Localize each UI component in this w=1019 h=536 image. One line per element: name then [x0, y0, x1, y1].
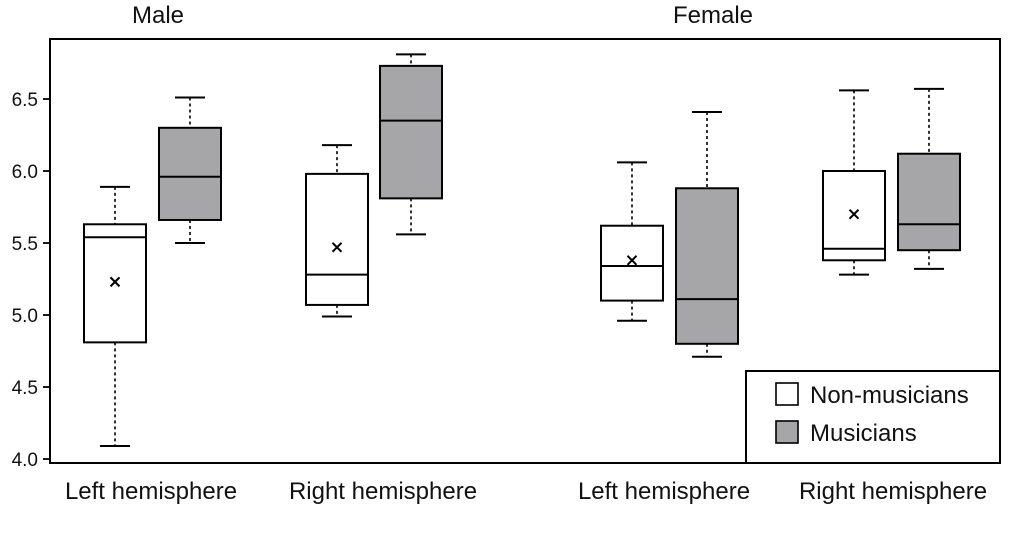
- iqr-box: [83, 223, 147, 344]
- category-label: Right hemisphere: [289, 478, 477, 505]
- y-tick-label: 4.0: [12, 450, 38, 471]
- panel-title-female: Female: [673, 2, 753, 29]
- y-tick-label: 6.0: [12, 162, 38, 183]
- box-female-right-hemisphere-non-musicians: [822, 89, 886, 276]
- x-axis-category-labels: Left hemisphere Right hemisphere Left hemi…: [65, 478, 987, 505]
- category-label: Left hemisphere: [65, 478, 237, 505]
- mean-marker: [109, 276, 121, 288]
- box-female-right-hemisphere-musicians: [897, 87, 961, 270]
- iqr-box: [379, 64, 443, 200]
- box-male-left-hemisphere-musicians: [158, 96, 222, 244]
- mean-marker: [331, 242, 343, 253]
- legend-swatch-musicians: [775, 420, 799, 444]
- box-female-left-hemisphere-non-musicians: [600, 161, 664, 322]
- mean-marker: [848, 208, 860, 220]
- box-female-left-hemisphere-musicians: [675, 110, 739, 358]
- legend-swatch-non-musicians: [775, 382, 799, 406]
- box-male-left-hemisphere-non-musicians: [83, 185, 147, 448]
- y-tick-label: 5.0: [12, 306, 38, 327]
- legend: Non-musicians Musicians: [745, 370, 1001, 464]
- iqr-box: [897, 152, 961, 252]
- y-axis: 4.0 4.5 5.0 5.5 6.0 6.5: [12, 90, 50, 471]
- legend-label-musicians: Musicians: [810, 420, 917, 447]
- iqr-box: [158, 126, 222, 221]
- iqr-box: [822, 170, 886, 262]
- y-tick-label: 4.5: [12, 378, 38, 399]
- legend-label-non-musicians: Non-musicians: [810, 382, 969, 409]
- iqr-box: [305, 172, 369, 306]
- category-label: Right hemisphere: [799, 478, 987, 505]
- y-tick-label: 6.5: [12, 90, 38, 111]
- panel-title-male: Male: [132, 2, 184, 29]
- category-label: Left hemisphere: [578, 478, 750, 505]
- iqr-box: [600, 224, 664, 302]
- mean-marker: [626, 255, 638, 266]
- box-series: [83, 53, 961, 448]
- iqr-box: [675, 187, 739, 345]
- box-male-right-hemisphere-non-musicians: [305, 144, 369, 318]
- box-male-right-hemisphere-musicians: [379, 53, 443, 236]
- plot-frame: [49, 38, 1001, 464]
- y-tick-label: 5.5: [12, 234, 38, 255]
